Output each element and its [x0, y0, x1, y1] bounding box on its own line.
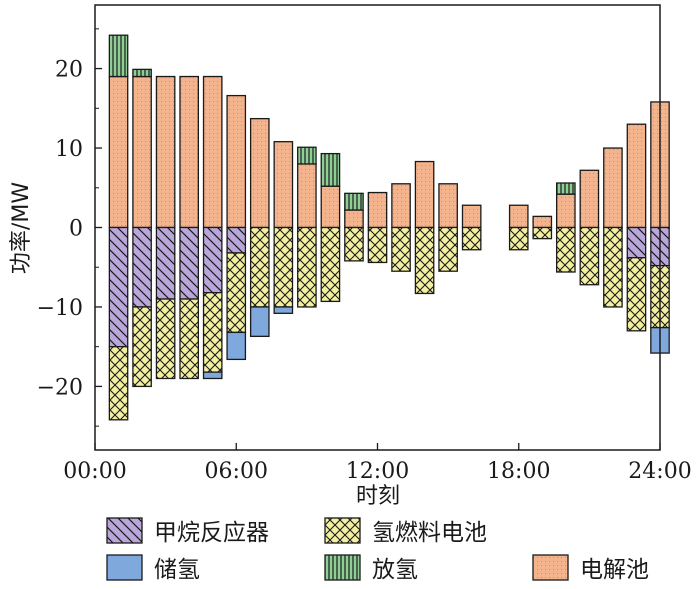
legend: 甲烷反应器 氢燃料电池 储氢 放氢 电解池 [106, 517, 649, 583]
x-tick-label: 00:00 [63, 459, 126, 484]
legend-swatch-fc [324, 517, 361, 544]
bar-ch4-6 [226, 226, 247, 254]
y-tick-label: 10 [55, 137, 83, 162]
bar-elec-13 [391, 183, 411, 229]
bar-store-8 [273, 306, 294, 314]
bar-fc-23 [626, 257, 647, 332]
legend-item-release: 放氢 [324, 554, 418, 583]
bar-elec-19 [532, 215, 553, 229]
bar-fc-21 [579, 226, 600, 286]
legend-label-release: 放氢 [372, 557, 418, 583]
bar-fc-7 [249, 226, 270, 308]
x-tick-label: 06:00 [205, 459, 268, 484]
bar-elec-1 [108, 75, 129, 229]
legend-item-fc: 氢燃料电池 [324, 517, 487, 546]
bar-fc-8 [273, 226, 294, 308]
bar-fc-5 [202, 292, 223, 373]
bar-release-20 [556, 182, 576, 195]
bar-fc-20 [556, 226, 576, 273]
x-tick-label: 12:00 [346, 459, 409, 484]
y-tick-label: −10 [37, 296, 83, 321]
bar-elec-3 [155, 75, 176, 229]
legend-swatch-release [324, 554, 361, 581]
bars-layer [108, 34, 670, 421]
bar-ch4-1 [108, 226, 129, 348]
bar-elec-12 [367, 191, 388, 229]
x-tick-label: 24:00 [628, 459, 691, 484]
bar-elec-10 [320, 185, 341, 229]
bar-fc-3 [155, 298, 176, 380]
bar-elec-9 [297, 163, 317, 229]
legend-item-store: 储氢 [106, 554, 200, 583]
bar-fc-22 [603, 226, 623, 308]
bar-store-6 [226, 331, 247, 361]
bar-fc-12 [367, 226, 388, 264]
legend-swatch-elec [532, 554, 569, 581]
legend-item-elec: 电解池 [532, 554, 649, 583]
bar-ch4-4 [179, 226, 200, 300]
legend-swatch-store [106, 554, 143, 581]
bar-fc-18 [508, 226, 529, 251]
bar-ch4-3 [155, 226, 176, 300]
x-tick-label: 18:00 [487, 459, 550, 484]
y-tick-label: 20 [55, 58, 83, 83]
bar-release-1 [108, 34, 129, 78]
bar-elec-6 [226, 94, 247, 229]
bar-fc-1 [108, 346, 129, 421]
bar-fc-14 [414, 226, 435, 295]
bar-elec-20 [556, 193, 576, 229]
y-tick-label: 0 [69, 217, 83, 242]
legend-label-store: 储氢 [154, 557, 200, 583]
bar-ch4-2 [132, 226, 152, 308]
bar-elec-4 [179, 75, 200, 229]
bar-elec-11 [344, 209, 364, 229]
bar-release-9 [297, 146, 317, 165]
bar-fc-15 [438, 226, 458, 272]
y-tick-label: −20 [37, 375, 83, 400]
y-axis-label: 功率/MW [9, 182, 34, 274]
legend-item-ch4: 甲烷反应器 [106, 517, 269, 546]
axis-layer: 00:00 06:00 12:00 18:00 24:00 −20 −10 0 10 20 [37, 28, 692, 484]
bar-fc-10 [320, 226, 341, 303]
bar-elec-16 [461, 204, 482, 229]
legend-label-ch4: 甲烷反应器 [154, 520, 269, 546]
bar-elec-23 [626, 123, 647, 229]
bar-elec-15 [438, 183, 458, 229]
legend-label-elec: 电解池 [580, 557, 649, 583]
bar-elec-8 [273, 141, 294, 229]
bar-elec-7 [249, 117, 270, 229]
x-axis-label: 时刻 [356, 484, 400, 509]
bar-fc-16 [461, 226, 482, 251]
legend-swatch-ch4 [106, 517, 143, 544]
bar-elec-18 [508, 204, 529, 229]
bar-ch4-23 [626, 226, 647, 259]
bar-fc-2 [132, 306, 152, 388]
bar-store-5 [202, 371, 223, 380]
bar-fc-13 [391, 226, 411, 272]
bar-fc-19 [532, 226, 553, 240]
bar-ch4-5 [202, 226, 223, 294]
bar-fc-6 [226, 252, 247, 334]
bar-elec-21 [579, 169, 600, 229]
bar-store-7 [249, 306, 270, 338]
bar-elec-2 [132, 75, 152, 229]
bar-fc-11 [344, 226, 364, 262]
bar-release-10 [320, 152, 341, 187]
bar-elec-14 [414, 160, 435, 229]
bar-fc-4 [179, 298, 200, 380]
bar-release-11 [344, 192, 364, 211]
legend-label-fc: 氢燃料电池 [372, 520, 487, 546]
bar-elec-5 [202, 75, 223, 229]
bar-elec-22 [603, 147, 623, 229]
bar-fc-9 [297, 226, 317, 308]
bar-release-2 [132, 68, 152, 78]
